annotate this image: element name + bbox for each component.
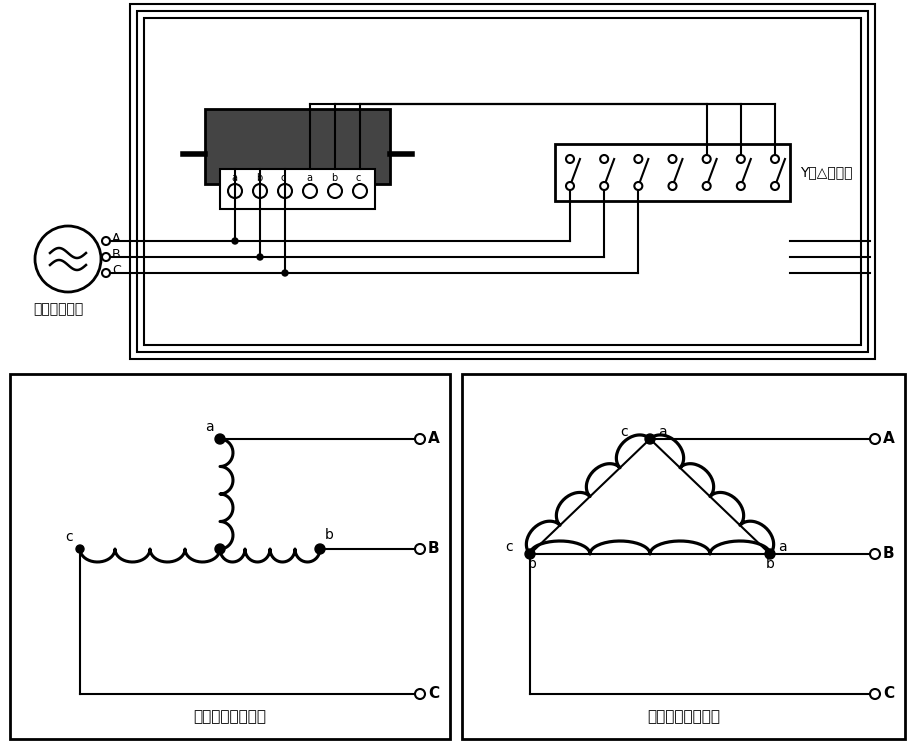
Circle shape (634, 182, 641, 190)
Text: b: b (527, 557, 537, 571)
Text: A: A (427, 431, 439, 446)
Circle shape (701, 182, 710, 190)
Circle shape (525, 549, 535, 559)
Circle shape (764, 549, 774, 559)
Text: B: B (882, 546, 894, 561)
Circle shape (76, 545, 84, 553)
Text: a: a (306, 173, 312, 183)
Circle shape (102, 237, 110, 245)
Text: c: c (619, 425, 627, 439)
Circle shape (257, 254, 262, 260)
Circle shape (599, 155, 608, 163)
Text: a: a (230, 173, 237, 183)
Text: C: C (112, 264, 120, 277)
Circle shape (770, 155, 778, 163)
Bar (555, 144, 789, 201)
Bar (205, 109, 390, 184)
Text: b: b (256, 173, 262, 183)
Circle shape (869, 689, 879, 699)
Bar (137, 11, 867, 352)
Text: 三相交流电源: 三相交流电源 (33, 302, 83, 316)
Text: a: a (657, 425, 666, 439)
Text: B: B (427, 541, 439, 556)
Circle shape (102, 253, 110, 261)
Bar (220, 169, 374, 209)
Circle shape (281, 270, 288, 276)
Text: b: b (331, 173, 337, 183)
Circle shape (644, 434, 654, 444)
Circle shape (736, 155, 744, 163)
Circle shape (566, 182, 573, 190)
Text: 运转时的连接方法: 运转时的连接方法 (646, 709, 719, 724)
Text: A: A (882, 431, 894, 446)
Circle shape (415, 544, 425, 554)
Circle shape (415, 434, 425, 444)
Text: C: C (427, 686, 438, 701)
Text: A: A (112, 232, 120, 245)
Circle shape (566, 155, 573, 163)
Circle shape (668, 182, 676, 190)
Circle shape (215, 434, 225, 444)
Text: Y－△启动器: Y－△启动器 (799, 166, 852, 180)
Circle shape (869, 549, 879, 559)
Circle shape (770, 182, 778, 190)
Text: b: b (324, 528, 333, 542)
Text: C: C (882, 686, 893, 701)
Circle shape (701, 155, 710, 163)
Text: c: c (281, 173, 286, 183)
Bar (130, 4, 874, 359)
Text: c: c (505, 540, 512, 554)
Circle shape (668, 155, 676, 163)
Text: c: c (355, 173, 361, 183)
Circle shape (231, 238, 238, 244)
Text: c: c (65, 530, 73, 544)
Bar (144, 18, 860, 345)
Text: b: b (765, 557, 774, 571)
Circle shape (634, 155, 641, 163)
Circle shape (314, 544, 324, 554)
Circle shape (736, 182, 744, 190)
Text: a: a (205, 420, 213, 434)
Circle shape (102, 269, 110, 277)
Text: 启动时的连接方法: 启动时的连接方法 (193, 709, 266, 724)
Circle shape (599, 182, 608, 190)
Bar (10, 374, 449, 739)
Circle shape (215, 544, 225, 554)
Bar (462, 374, 904, 739)
Circle shape (869, 434, 879, 444)
Text: B: B (112, 248, 120, 261)
Circle shape (415, 689, 425, 699)
Text: a: a (777, 540, 786, 554)
